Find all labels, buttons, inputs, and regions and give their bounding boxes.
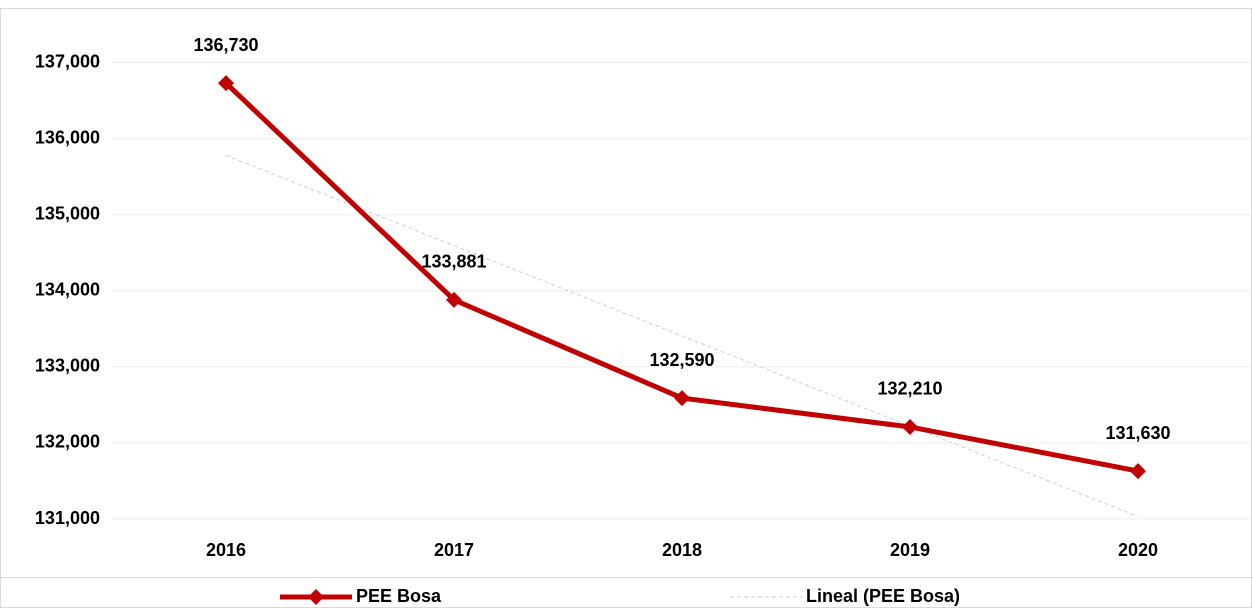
- y-tick-label: 137,000: [35, 51, 100, 71]
- marker: [902, 418, 918, 435]
- x-tick-label: 2019: [890, 540, 930, 560]
- marker: [1130, 463, 1146, 480]
- y-tick-label: 132,000: [35, 432, 100, 452]
- y-tick-label: 131,000: [35, 508, 100, 528]
- y-tick-label: 135,000: [35, 204, 100, 224]
- chart-border: [0, 8, 1252, 608]
- data-label: 132,210: [877, 379, 942, 399]
- y-tick-label: 136,000: [35, 127, 100, 147]
- marker: [218, 75, 234, 92]
- x-tick-label: 2018: [662, 540, 702, 560]
- trend-line: [225, 154, 1139, 517]
- marker: [446, 291, 462, 308]
- marker: [674, 390, 690, 407]
- x-tick-label: 2020: [1118, 540, 1158, 560]
- legend-label: PEE Bosa: [356, 586, 442, 606]
- data-label: 136,730: [193, 35, 258, 55]
- y-tick-label: 133,000: [35, 356, 100, 376]
- data-label: 132,590: [649, 350, 714, 370]
- data-label: 133,881: [421, 252, 486, 272]
- x-tick-label: 2016: [206, 540, 246, 560]
- legend-marker: [308, 589, 324, 605]
- x-tick-label: 2017: [434, 540, 474, 560]
- y-tick-label: 134,000: [35, 280, 100, 300]
- legend-label: Lineal (PEE Bosa): [806, 586, 960, 606]
- series-line: [224, 81, 1139, 474]
- data-label: 131,630: [1105, 423, 1170, 443]
